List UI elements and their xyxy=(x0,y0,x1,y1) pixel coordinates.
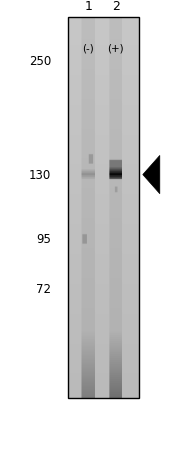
Text: 130: 130 xyxy=(29,169,51,182)
Text: 2: 2 xyxy=(112,0,120,13)
Text: 250: 250 xyxy=(29,55,51,68)
Polygon shape xyxy=(143,156,160,194)
Bar xyxy=(68,18,139,398)
Text: (-): (-) xyxy=(82,43,94,53)
Text: 1: 1 xyxy=(84,0,92,13)
Text: (+): (+) xyxy=(107,43,124,53)
Text: 72: 72 xyxy=(36,283,51,295)
Text: 95: 95 xyxy=(36,233,51,245)
